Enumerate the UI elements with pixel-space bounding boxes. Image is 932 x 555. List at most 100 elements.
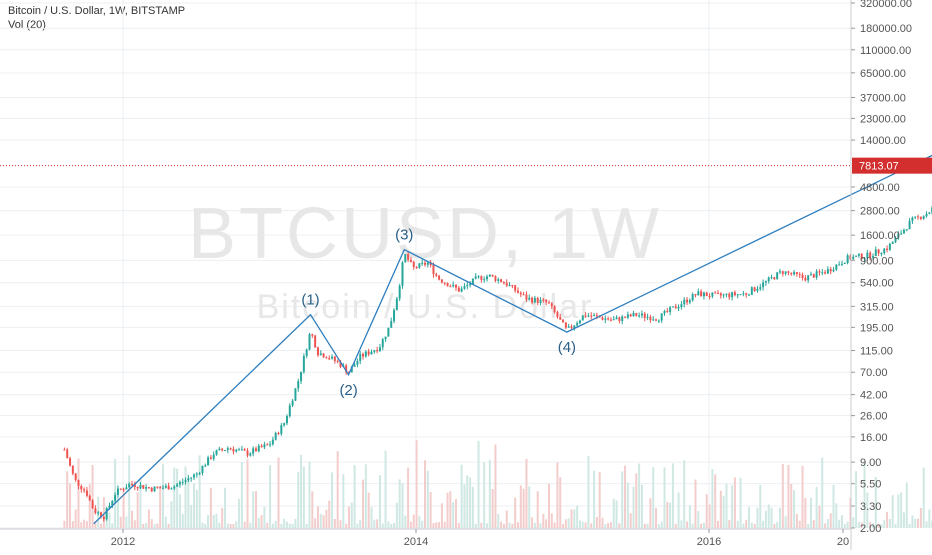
volume-bar (153, 524, 156, 528)
volume-bar (722, 495, 725, 528)
candle-body (601, 317, 604, 320)
volume-bar (257, 517, 260, 528)
volume-bar (773, 523, 776, 528)
candle-body (612, 319, 615, 321)
volume-bar (260, 515, 263, 528)
candle-body (883, 248, 886, 254)
candle-body (125, 487, 128, 490)
volume-bar (409, 521, 412, 528)
candle-body (291, 400, 294, 406)
volume-bar (122, 488, 125, 528)
candle-body (894, 237, 897, 243)
candle-body (311, 334, 314, 336)
y-tick-label: 315.00 (860, 301, 894, 313)
volume-bar (883, 520, 886, 528)
volume-bar (632, 486, 635, 528)
volume-bar (201, 522, 204, 528)
candle-body (736, 294, 739, 296)
candle-body (488, 274, 491, 277)
candle-body (508, 285, 511, 287)
candle-body (733, 292, 736, 296)
candle-body (229, 448, 232, 450)
candle-body (680, 304, 683, 308)
volume-bar (381, 523, 384, 528)
watermark-description: Bitcoin / U.S. Dollar (257, 288, 594, 326)
volume-bar (235, 521, 238, 528)
volume-bar (378, 475, 381, 528)
candle-body (756, 288, 759, 291)
volume-bar (167, 523, 170, 528)
y-tick-label: 5.50 (860, 479, 881, 491)
volume-bar (835, 503, 838, 528)
volume-bar (398, 479, 401, 528)
volume-bar (243, 521, 246, 528)
candle-body (432, 265, 435, 275)
candle-body (624, 316, 627, 318)
candle-body (708, 296, 711, 298)
candle-body (63, 449, 66, 451)
volume-bar (505, 510, 508, 528)
volume-bar (393, 523, 396, 528)
candle-body (156, 486, 159, 488)
candle-body (505, 282, 508, 286)
volume-bar (871, 523, 874, 528)
candle-body (657, 320, 660, 322)
candle-body (519, 292, 522, 295)
y-tick-label: 16.00 (860, 432, 888, 444)
volume-bar (207, 515, 210, 528)
candle-body (297, 381, 300, 389)
candle-body (835, 264, 838, 270)
y-tick-label: 180000.00 (860, 23, 912, 35)
candle-body (119, 488, 122, 490)
volume-bar (826, 519, 829, 528)
volume-bar (80, 522, 83, 528)
volume-bar (925, 521, 928, 528)
y-tick-label: 70.00 (860, 367, 888, 379)
candle-body (308, 334, 311, 350)
candle-body (350, 366, 353, 373)
candle-body (824, 272, 827, 274)
candle-body (798, 274, 801, 276)
candle-body (66, 449, 69, 459)
candle-body (728, 293, 731, 298)
wave-label: (1) (301, 292, 319, 309)
volume-bar (418, 516, 421, 528)
candle-body (840, 263, 843, 265)
candle-body (632, 312, 635, 317)
volume-bar (424, 460, 427, 528)
volume-bar (497, 514, 500, 528)
candle-body (618, 317, 621, 321)
volume-bar (111, 523, 114, 528)
candle-body (770, 277, 773, 279)
candle-body (252, 448, 255, 454)
volume-bar (116, 497, 119, 528)
candle-body (376, 350, 379, 352)
volume-bar (395, 502, 398, 528)
candle-body (860, 253, 863, 260)
candle-body (500, 279, 503, 283)
volume-bar (229, 523, 232, 528)
candle-body (97, 512, 100, 514)
volume-bar (125, 516, 128, 528)
candle-body (415, 267, 418, 269)
volume-bar (325, 509, 328, 528)
candle-body (877, 249, 880, 254)
volume-bar (714, 474, 717, 528)
volume-bar (474, 523, 477, 528)
candle-body (398, 285, 401, 299)
x-tick-label: 2014 (404, 536, 428, 548)
candle-body (626, 314, 629, 318)
volume-bar (485, 523, 488, 528)
candle-body (688, 300, 691, 303)
candle-body (314, 335, 317, 348)
volume-bar (598, 471, 601, 528)
candle-body (874, 249, 877, 257)
volume-bar (328, 500, 331, 528)
volume-bar (686, 521, 689, 528)
candle-body (215, 450, 218, 455)
candle-body (238, 449, 241, 451)
volume-bar (863, 460, 866, 528)
candle-body (559, 317, 562, 320)
